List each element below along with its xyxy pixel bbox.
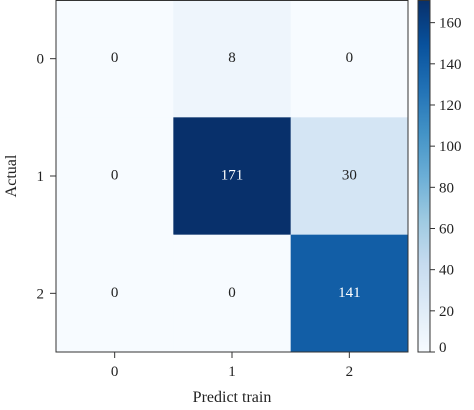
cell-value-label-1-2: 30 [342,167,357,183]
cell-value-label-1-1: 171 [221,167,244,183]
cell-value-label-0-0: 0 [111,50,119,66]
cell-value-label-0-2: 0 [346,50,354,66]
cell-value-label-2-2: 141 [338,285,361,301]
heatmap-cell-2-0 [56,234,174,353]
heatmap-cell-2-1 [173,234,292,353]
colorbar [417,0,431,353]
cell-value-label-2-1: 0 [228,285,236,301]
x-axis-ticks: 0 1 2 [111,352,353,380]
x-tick-label-2: 2 [346,364,354,380]
cell-value-label-0-1: 8 [228,50,236,66]
x-axis-title: Predict train [193,389,272,406]
colorbar-tick-label-2: 40 [439,263,454,279]
colorbar-ticks: 0 20 40 60 80 100 120 140 160 [430,16,462,356]
heatmap-cell-2-2 [290,234,409,353]
heatmap-cell-0-2 [290,0,409,118]
colorbar-tick-label-7: 140 [439,57,462,73]
y-tick-label-1: 1 [37,169,45,185]
heatmap-cells [56,0,409,353]
y-tick-label-2: 2 [37,286,45,302]
heatmap-cell-1-2 [290,117,409,236]
colorbar-tick-label-4: 80 [439,180,454,196]
heatmap-cell-1-0 [56,117,174,236]
cell-labels: 0 8 0 0 171 30 0 0 141 [111,50,361,301]
colorbar-tick-label-3: 60 [439,221,454,237]
heatmap-cell-0-0 [56,0,174,118]
heatmap-cell-0-1 [173,0,292,118]
colorbar-tick-label-1: 20 [439,304,454,320]
y-axis-title: Actual [3,154,20,197]
colorbar-tick-label-5: 100 [439,139,462,155]
colorbar-tick-label-0: 0 [439,340,447,356]
x-tick-label-1: 1 [228,364,236,380]
y-axis-ticks: 0 1 2 [37,52,56,302]
x-tick-label-0: 0 [111,364,119,380]
heatmap-cell-1-1 [173,117,292,236]
cell-value-label-2-0: 0 [111,285,119,301]
cell-value-label-1-0: 0 [111,167,119,183]
y-tick-label-0: 0 [37,52,45,68]
colorbar-tick-label-6: 120 [439,98,462,114]
colorbar-tick-label-8: 160 [439,16,462,32]
